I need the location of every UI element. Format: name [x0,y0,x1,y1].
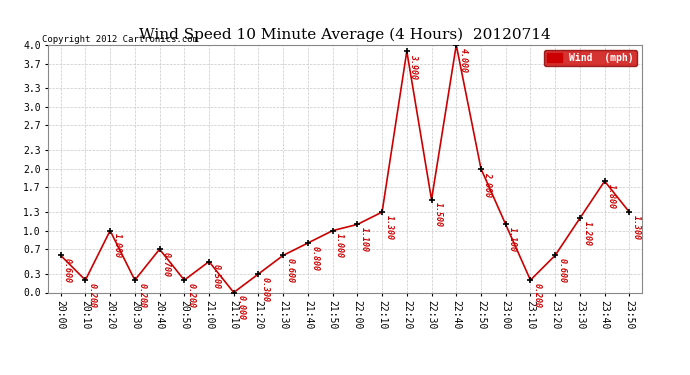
Text: 1.800: 1.800 [607,184,616,209]
Text: 4.000: 4.000 [459,48,468,73]
Text: 2.000: 2.000 [484,171,493,196]
Text: 1.500: 1.500 [434,202,443,228]
Text: 0.200: 0.200 [187,283,196,308]
Text: 1.000: 1.000 [112,233,121,258]
Text: 0.500: 0.500 [211,264,221,290]
Text: 0.600: 0.600 [558,258,566,283]
Text: 1.100: 1.100 [359,227,369,252]
Text: 0.600: 0.600 [286,258,295,283]
Text: 0.200: 0.200 [533,283,542,308]
Text: 3.900: 3.900 [409,54,418,79]
Text: 1.200: 1.200 [582,221,591,246]
Text: Copyright 2012 Cartronics.com: Copyright 2012 Cartronics.com [42,35,198,44]
Text: 1.000: 1.000 [335,233,344,258]
Text: 1.100: 1.100 [508,227,518,252]
Title: Wind Speed 10 Minute Average (4 Hours)  20120714: Wind Speed 10 Minute Average (4 Hours) 2… [139,28,551,42]
Text: 0.300: 0.300 [261,277,270,302]
Text: 0.800: 0.800 [310,246,319,271]
Text: 1.300: 1.300 [632,215,641,240]
Legend: Wind  (mph): Wind (mph) [544,50,637,66]
Text: 0.200: 0.200 [88,283,97,308]
Text: 1.300: 1.300 [384,215,393,240]
Text: 0.600: 0.600 [63,258,72,283]
Text: 0.000: 0.000 [236,295,245,320]
Text: 0.200: 0.200 [137,283,146,308]
Text: 0.700: 0.700 [162,252,171,277]
